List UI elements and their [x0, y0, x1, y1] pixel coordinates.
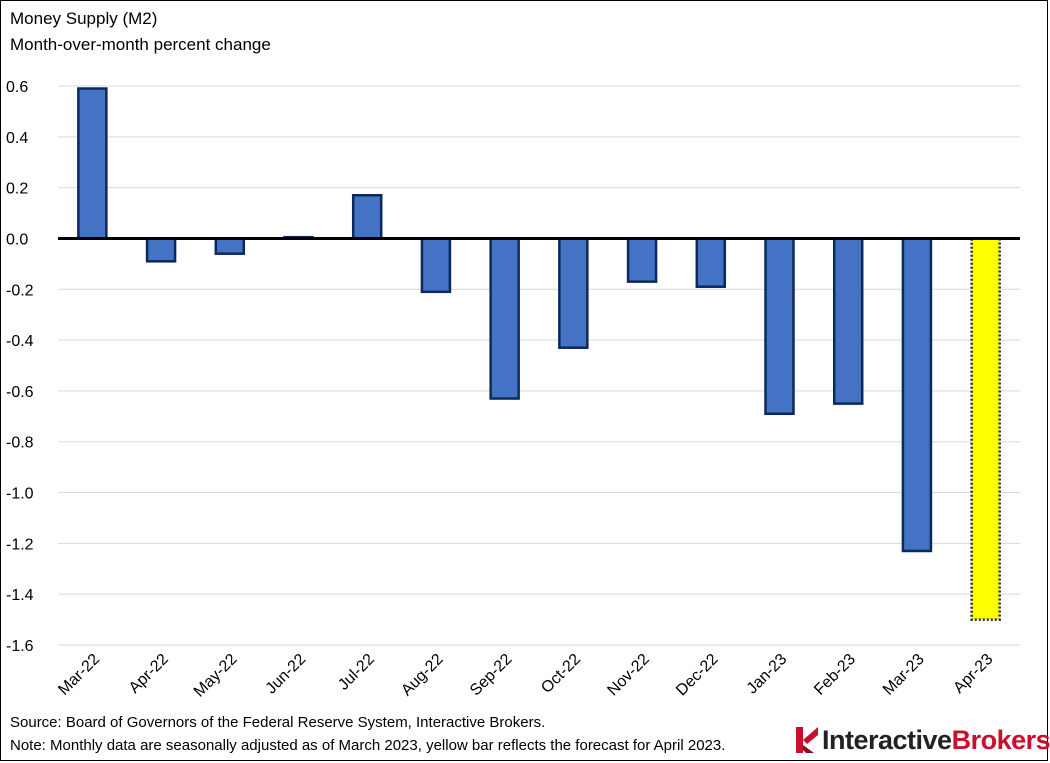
x-axis-tick-labels: Mar-22 Apr-22 May-22 Jun-22 Jul-22 Aug-22 Sep-…: [55, 651, 996, 701]
y-tick-label: -0.2: [6, 282, 34, 299]
brand-logo: InteractiveBrokers: [792, 720, 1050, 760]
brand-name-part1: Interactive: [822, 724, 952, 755]
x-tick-label: Jan-23: [744, 651, 791, 698]
bar: [351, 194, 383, 240]
x-tick-label: Jul-22: [335, 651, 378, 694]
bar: [145, 237, 177, 263]
source-note: Source: Board of Governors of the Federa…: [10, 714, 546, 731]
x-tick-label: Feb-23: [811, 651, 859, 699]
chart-subtitle: Month-over-month percent change: [10, 35, 271, 54]
chart-title: Money Supply (M2): [10, 9, 158, 28]
interactive-brokers-logo-icon: [796, 727, 818, 753]
y-tick-label: 0.4: [6, 130, 28, 147]
x-tick-label: Mar-23: [880, 651, 928, 699]
bar: [695, 237, 727, 288]
bar-forecast: [970, 237, 1001, 621]
gridlines: [58, 85, 1020, 646]
x-tick-label: Oct-22: [538, 651, 584, 697]
bar: [214, 237, 246, 255]
brand-name: InteractiveBrokers: [822, 725, 1050, 756]
bar: [764, 237, 795, 416]
bar: [420, 237, 452, 294]
x-tick-label: Mar-22: [55, 651, 103, 699]
y-tick-label: -1.0: [6, 486, 34, 503]
x-tick-label: Dec-22: [673, 651, 722, 700]
y-tick-label: -0.4: [6, 333, 34, 350]
bar: [832, 237, 864, 405]
bar: [626, 237, 658, 283]
x-tick-label: Aug-22: [398, 651, 447, 700]
bar-chart: 0.6 0.4 0.2 0.0 -0.2 -0.4 -0.6 -0.8 -1.0 -1.2 -1.4…: [6, 79, 1020, 701]
x-tick-label: Jun-22: [263, 651, 310, 698]
bar: [489, 237, 520, 400]
bar: [901, 237, 933, 553]
x-tick-label: Sep-22: [467, 651, 516, 700]
x-tick-label: Nov-22: [604, 651, 653, 700]
y-tick-label: 0.0: [6, 231, 28, 248]
y-axis-tick-labels: 0.6 0.4 0.2 0.0 -0.2 -0.4 -0.6 -0.8 -1.0 -1.2 -1.4…: [6, 79, 34, 655]
method-note: Note: Monthly data are seasonally adjust…: [10, 737, 726, 754]
y-tick-label: 0.2: [6, 181, 28, 198]
bars: [77, 87, 1001, 621]
x-tick-label: Apr-23: [950, 651, 996, 697]
y-tick-label: -1.2: [6, 536, 34, 553]
y-tick-label: -0.8: [6, 435, 34, 452]
y-tick-label: -1.6: [6, 638, 34, 655]
y-tick-label: 0.6: [6, 79, 28, 96]
bar: [77, 87, 108, 240]
y-tick-label: -0.6: [6, 384, 34, 401]
footnotes: Source: Board of Governors of the Federa…: [10, 711, 725, 757]
brand-name-part2: Brokers: [951, 724, 1050, 755]
bar: [558, 237, 589, 349]
x-tick-label: Apr-22: [126, 651, 172, 697]
x-tick-label: May-22: [191, 651, 241, 701]
y-tick-label: -1.4: [6, 587, 34, 604]
